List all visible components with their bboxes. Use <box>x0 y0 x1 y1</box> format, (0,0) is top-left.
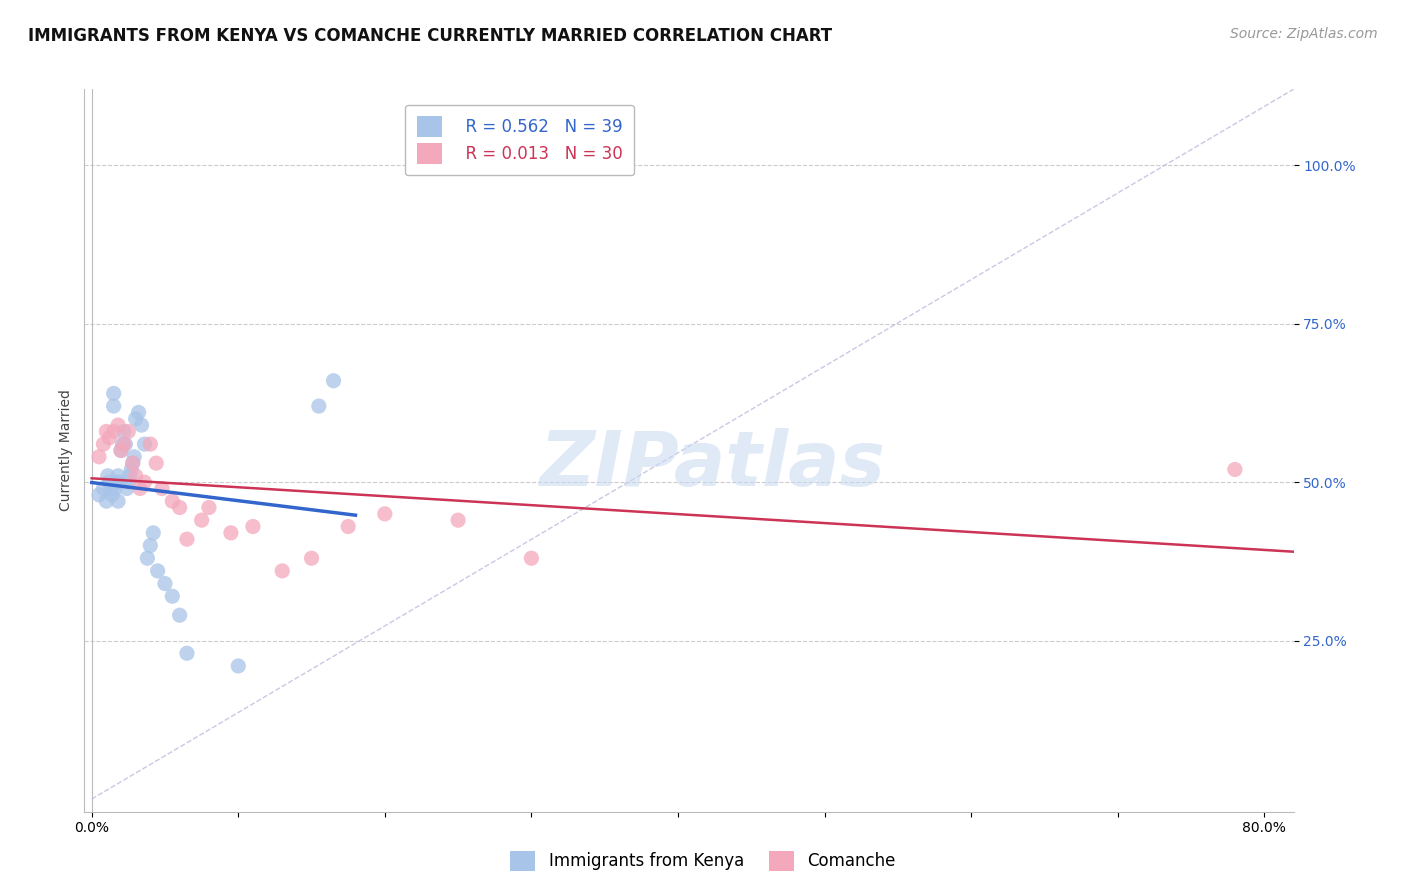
Point <box>111 437 134 451</box>
Point <box>98 475 121 490</box>
Point <box>142 525 165 540</box>
Point <box>107 468 129 483</box>
Text: IMMIGRANTS FROM KENYA VS COMANCHE CURRENTLY MARRIED CORRELATION CHART: IMMIGRANTS FROM KENYA VS COMANCHE CURREN… <box>28 27 832 45</box>
Point <box>110 443 132 458</box>
Point <box>103 386 125 401</box>
Text: Source: ZipAtlas.com: Source: ZipAtlas.com <box>1230 27 1378 41</box>
Point <box>226 659 249 673</box>
Point <box>112 437 135 451</box>
Point <box>139 437 162 451</box>
Point <box>190 513 212 527</box>
Point <box>100 482 122 496</box>
Point <box>120 462 142 476</box>
Point <box>219 525 242 540</box>
Point <box>198 500 221 515</box>
Point <box>96 425 118 439</box>
Y-axis label: Currently Married: Currently Married <box>59 390 73 511</box>
Point <box>134 475 156 490</box>
Point <box>97 468 120 483</box>
Point <box>162 589 184 603</box>
Point <box>98 431 121 445</box>
Point <box>117 425 139 439</box>
Point <box>162 494 184 508</box>
Point <box>87 488 110 502</box>
Point <box>169 500 191 515</box>
Point <box>322 374 344 388</box>
Point <box>107 418 129 433</box>
Point <box>114 437 136 451</box>
Point <box>107 494 129 508</box>
Point <box>447 513 470 527</box>
Point <box>103 425 125 439</box>
Point <box>1223 462 1246 476</box>
Point <box>115 482 138 496</box>
Point <box>169 608 191 623</box>
Point <box>128 405 150 419</box>
Point <box>134 437 156 451</box>
Text: ZIPatlas: ZIPatlas <box>540 428 886 502</box>
Point <box>105 475 128 490</box>
Point <box>118 468 141 483</box>
Point <box>271 564 294 578</box>
Point <box>124 468 146 483</box>
Point <box>122 450 145 464</box>
Point <box>301 551 323 566</box>
Point <box>176 646 198 660</box>
Point <box>108 475 131 490</box>
Point <box>242 519 264 533</box>
Point <box>112 425 135 439</box>
Point <box>145 456 167 470</box>
Point <box>136 551 159 566</box>
Point <box>374 507 396 521</box>
Point <box>139 539 162 553</box>
Point <box>121 456 143 470</box>
Point <box>337 519 360 533</box>
Legend: Immigrants from Kenya, Comanche: Immigrants from Kenya, Comanche <box>502 842 904 880</box>
Legend:   R = 0.562   N = 39,   R = 0.013   N = 30: R = 0.562 N = 39, R = 0.013 N = 30 <box>405 104 634 176</box>
Point <box>96 494 118 508</box>
Point <box>520 551 543 566</box>
Point <box>150 482 173 496</box>
Point <box>146 564 169 578</box>
Point <box>153 576 176 591</box>
Point <box>308 399 330 413</box>
Point <box>129 482 152 496</box>
Point <box>131 418 153 433</box>
Point <box>121 456 143 470</box>
Point <box>124 411 146 425</box>
Point <box>93 437 115 451</box>
Point <box>117 475 139 490</box>
Point <box>104 482 127 496</box>
Point <box>176 532 198 546</box>
Point <box>103 399 125 413</box>
Point <box>93 482 115 496</box>
Point <box>87 450 110 464</box>
Point <box>110 443 132 458</box>
Point <box>101 488 124 502</box>
